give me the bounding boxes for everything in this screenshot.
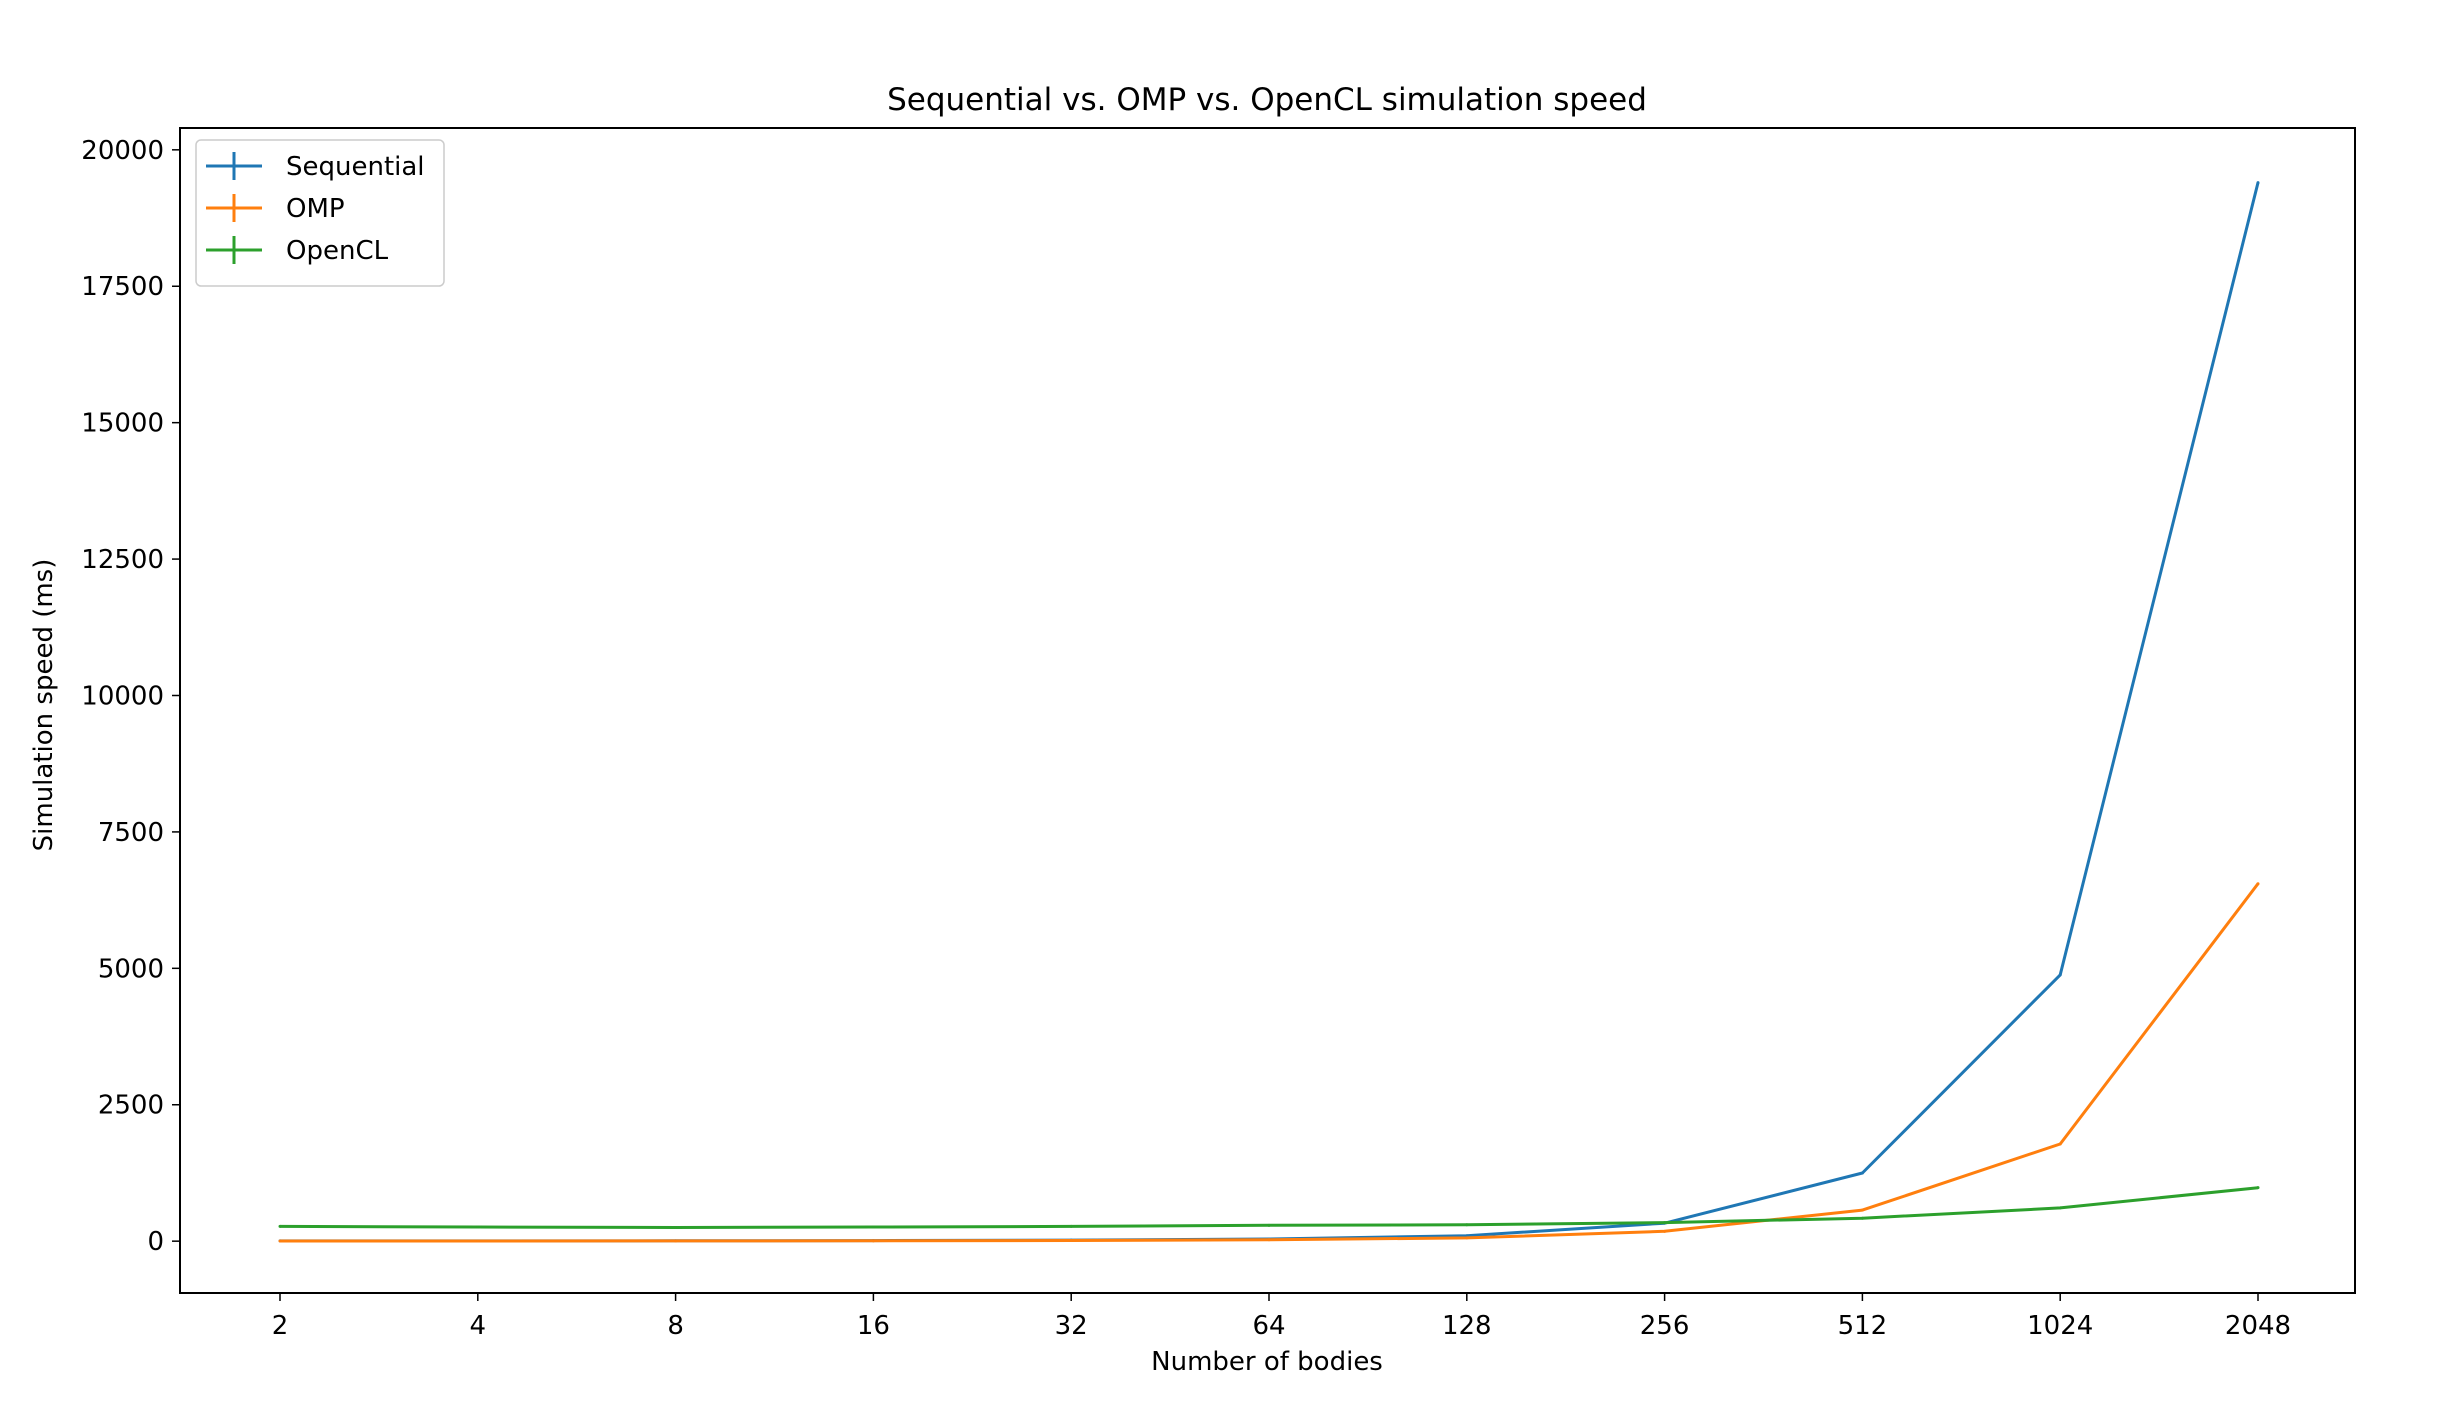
data-point	[1465, 1236, 1469, 1240]
data-point	[1069, 1224, 1073, 1228]
y-tick-label: 12500	[81, 545, 164, 575]
legend-label: OpenCL	[286, 236, 389, 266]
x-tick-label: 2	[272, 1311, 289, 1341]
data-point	[278, 1224, 282, 1228]
legend-entry: Sequential	[206, 152, 425, 182]
legend-label: Sequential	[286, 152, 425, 182]
y-tick-label: 7500	[98, 818, 164, 848]
data-point	[2256, 882, 2260, 886]
legend-entry: OMP	[206, 194, 345, 224]
data-point	[476, 1239, 480, 1243]
x-tick-label: 512	[1838, 1311, 1888, 1341]
data-point	[871, 1239, 875, 1243]
plot-area-frame	[179, 127, 2356, 1294]
data-point	[1069, 1239, 1073, 1243]
data-point	[1860, 1208, 1864, 1212]
data-point	[674, 1226, 678, 1230]
y-tick-label: 20000	[81, 136, 164, 166]
data-point	[476, 1225, 480, 1229]
y-tick-label: 15000	[81, 409, 164, 439]
data-point	[1860, 1216, 1864, 1220]
x-tick-label: 128	[1442, 1311, 1492, 1341]
data-point	[1663, 1221, 1667, 1225]
data-point	[1663, 1229, 1667, 1233]
y-tick-label: 17500	[81, 272, 164, 302]
data-point	[1465, 1223, 1469, 1227]
data-point	[871, 1225, 875, 1229]
x-tick-label: 1024	[2027, 1311, 2093, 1341]
y-tick-label: 0	[147, 1227, 164, 1257]
x-tick-label: 2048	[2225, 1311, 2291, 1341]
y-tick-label: 10000	[81, 681, 164, 711]
data-point	[1860, 1171, 1864, 1175]
x-tick-label: 32	[1055, 1311, 1088, 1341]
data-point	[1267, 1223, 1271, 1227]
y-tick-label: 2500	[98, 1091, 164, 1121]
chart-title: Sequential vs. OMP vs. OpenCL simulation…	[887, 82, 1647, 118]
x-axis-label: Number of bodies	[1151, 1347, 1383, 1377]
legend: Sequential OMP OpenCL	[195, 139, 445, 287]
data-point	[1267, 1238, 1271, 1242]
x-tick-label: 8	[667, 1311, 684, 1341]
legend-entry: OpenCL	[206, 236, 389, 266]
data-point	[2058, 1142, 2062, 1146]
data-point	[2058, 1206, 2062, 1210]
data-point	[2256, 1186, 2260, 1190]
data-point	[278, 1239, 282, 1243]
legend-label: OMP	[286, 194, 345, 224]
data-point	[2256, 181, 2260, 185]
data-point	[674, 1239, 678, 1243]
x-tick-label: 16	[857, 1311, 890, 1341]
data-point	[2058, 973, 2062, 977]
x-tick-label: 64	[1252, 1311, 1285, 1341]
series-lines	[278, 181, 2260, 1243]
y-tick-label: 5000	[98, 954, 164, 984]
axis-ticks: 2 4 8 16 32 64 128 256 512 1024 2048 0 2500 5000 7500 1…	[81, 136, 2291, 1341]
x-tick-label: 4	[470, 1311, 487, 1341]
x-tick-label: 256	[1640, 1311, 1690, 1341]
y-axis-label: Simulation speed (ms)	[29, 559, 59, 852]
